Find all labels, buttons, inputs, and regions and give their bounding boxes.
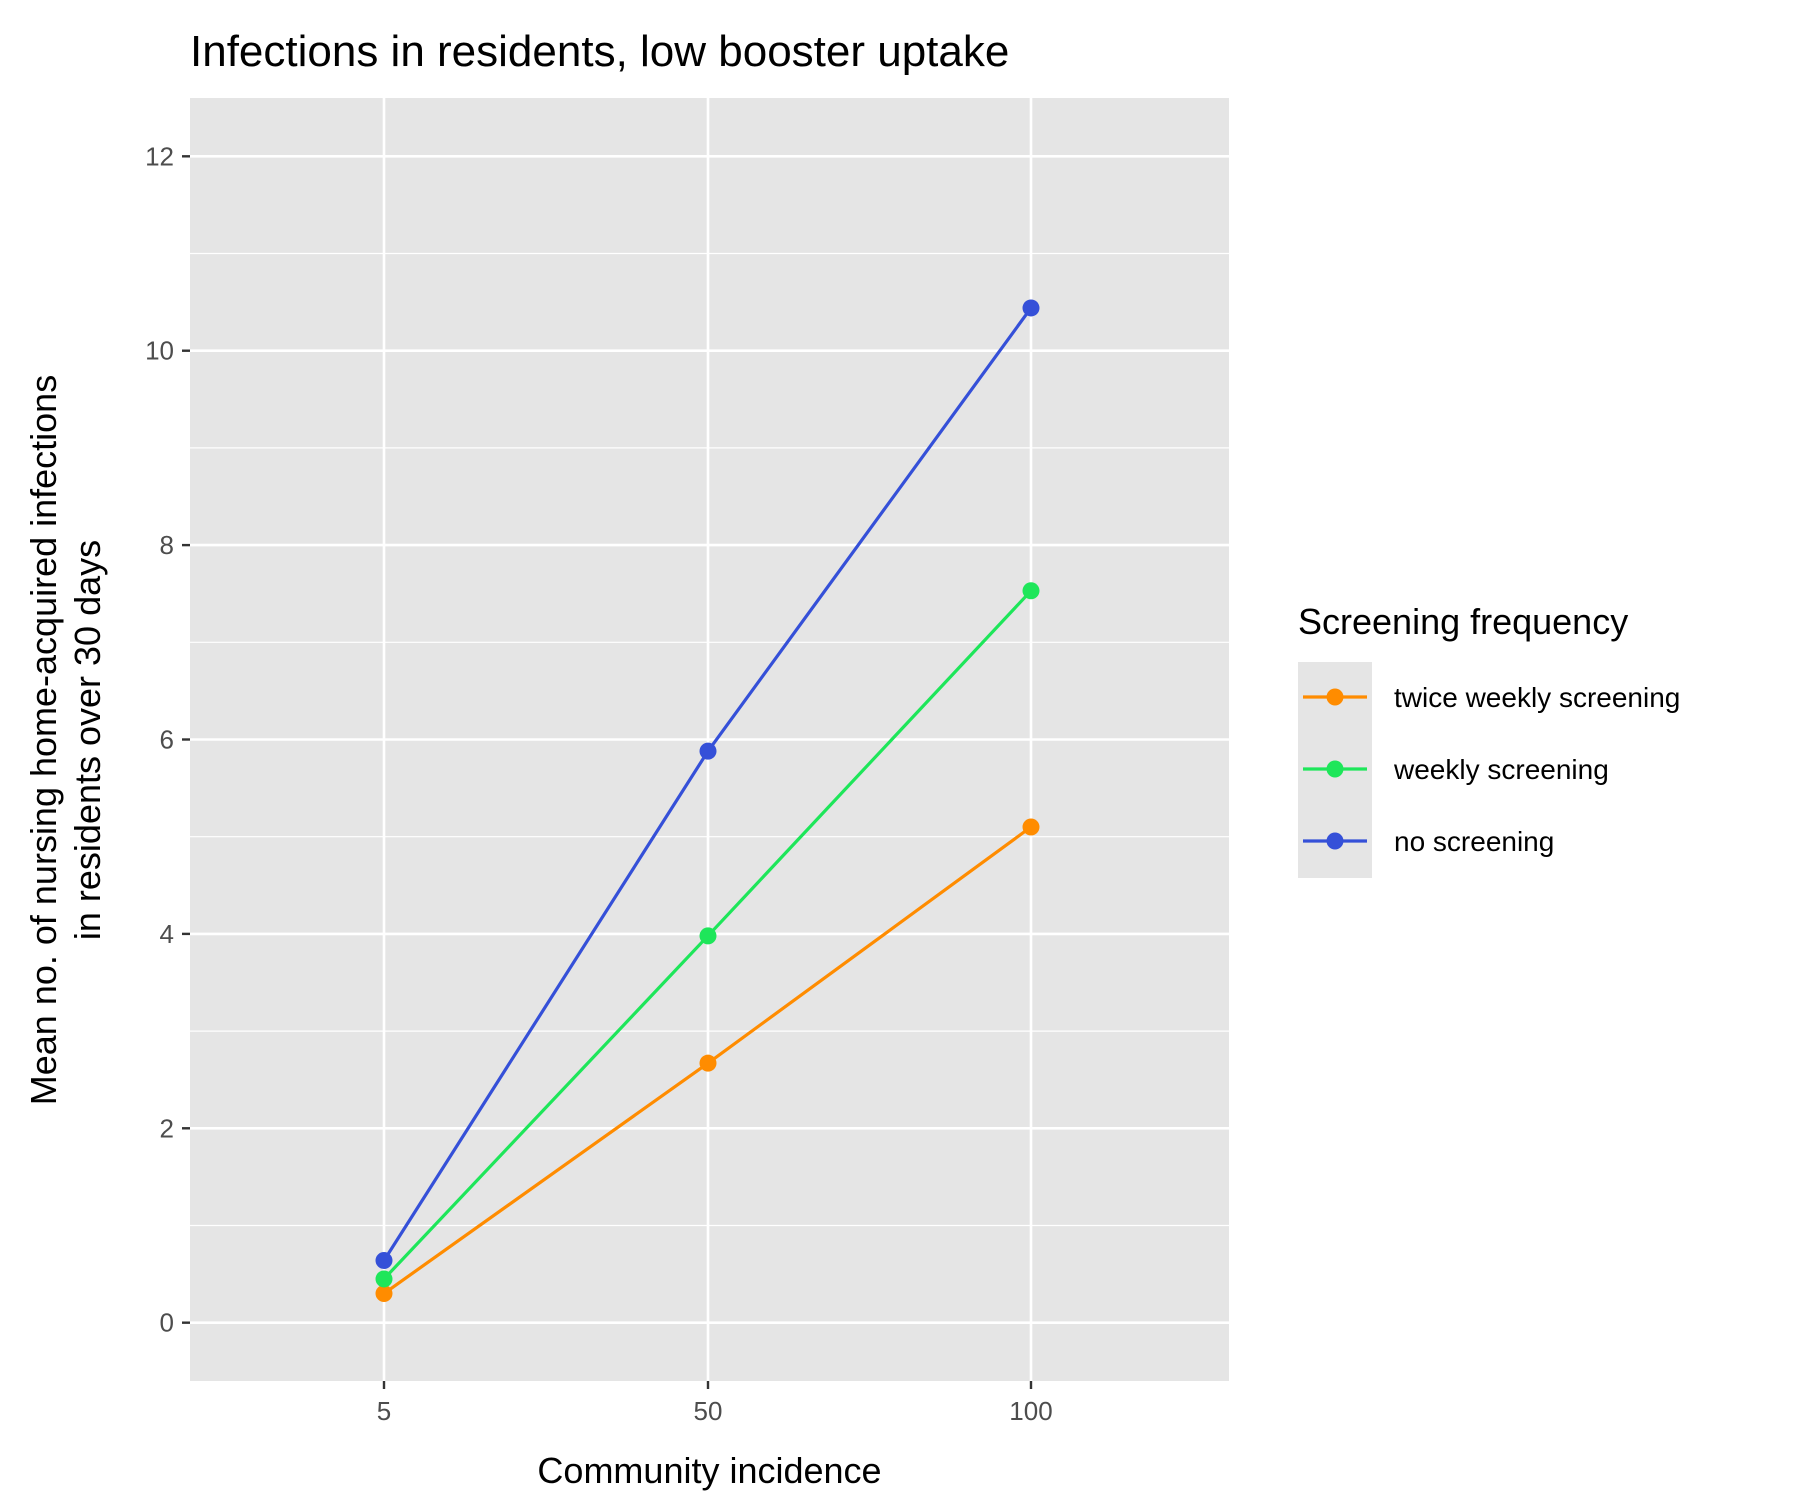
legend: Screening frequency twice weekly screeni… (1298, 601, 1680, 878)
series-no-screening (375, 299, 1040, 1269)
data-point (375, 1285, 393, 1303)
series-weekly-screening (375, 582, 1040, 1288)
data-point (699, 927, 717, 945)
data-point (1022, 818, 1040, 836)
y-axis-title-line-1: Mean no. of nursing home-acquired infect… (23, 375, 64, 1105)
x-axis: 5 50 100 (377, 1381, 1053, 1426)
data-point (699, 1054, 717, 1072)
y-tick-label: 10 (145, 336, 174, 366)
y-axis: 0 2 4 6 8 10 12 (145, 141, 190, 1338)
data-point (699, 742, 717, 760)
y-tick-label: 8 (160, 530, 174, 560)
x-tick-label: 50 (694, 1396, 723, 1426)
legend-item: no screening (1303, 826, 1554, 857)
x-tick-label: 100 (1009, 1396, 1052, 1426)
y-axis-title-line-2: in residents over 30 days (67, 540, 108, 940)
x-axis-title: Community incidence (537, 1450, 881, 1491)
y-tick-label: 2 (160, 1113, 174, 1143)
data-point (375, 1251, 393, 1269)
legend-key-point (1326, 688, 1344, 706)
legend-items: twice weekly screening weekly screening no… (1303, 682, 1680, 857)
legend-key-point (1326, 832, 1344, 850)
data-point (1022, 299, 1040, 317)
series-twice-weekly-screening (375, 818, 1040, 1303)
y-axis-title: Mean no. of nursing home-acquired infect… (23, 375, 108, 1105)
y-tick-label: 12 (145, 141, 174, 171)
legend-label: no screening (1394, 826, 1554, 857)
y-tick-label: 4 (160, 919, 174, 949)
data-point (1022, 582, 1040, 600)
legend-label: twice weekly screening (1394, 682, 1680, 713)
legend-title: Screening frequency (1298, 601, 1628, 642)
data-series (375, 299, 1040, 1303)
grid-lines (190, 98, 1229, 1381)
y-tick-label: 6 (160, 725, 174, 755)
chart-title: Infections in residents, low booster upt… (190, 27, 1009, 76)
legend-item: weekly screening (1303, 754, 1609, 785)
legend-label: weekly screening (1393, 754, 1609, 785)
y-tick-label: 0 (160, 1308, 174, 1338)
data-point (375, 1270, 393, 1288)
x-tick-label: 5 (377, 1396, 391, 1426)
legend-key-point (1326, 760, 1344, 778)
legend-item: twice weekly screening (1303, 682, 1680, 713)
